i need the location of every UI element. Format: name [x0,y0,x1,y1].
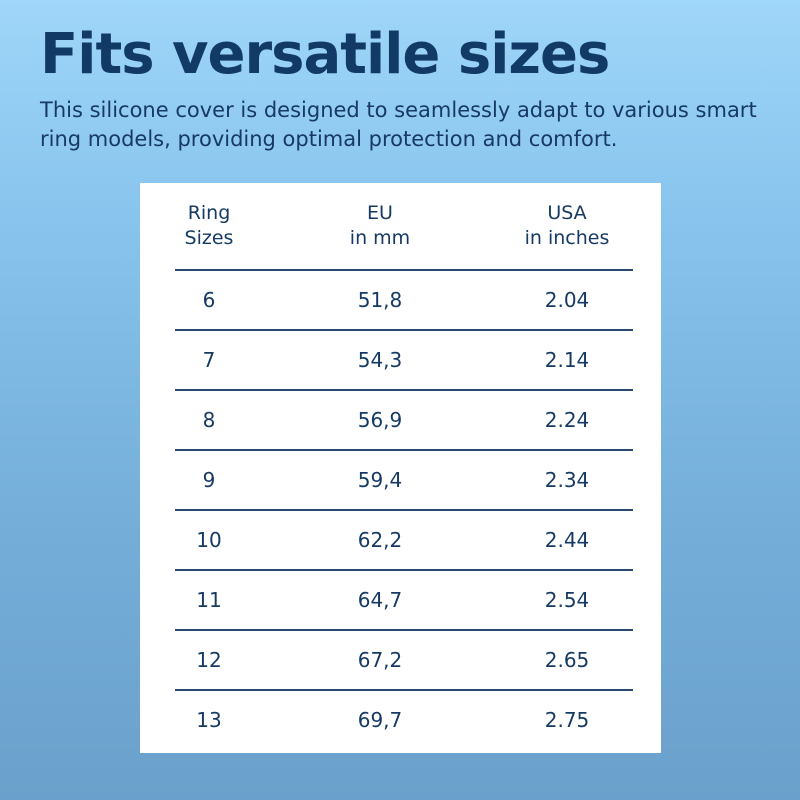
column-header-line: in inches [524,227,610,249]
usa-size-cell: 2.65 [544,648,590,672]
ring-size-cell: 7 [202,348,216,372]
column-header-eu: EU in mm [325,201,435,251]
eu-size-cell: 67,2 [357,648,403,672]
column-header-line: Ring [187,202,231,224]
table-row: 13 69,7 2.75 [175,691,633,751]
ring-size-cell: 12 [196,648,222,672]
column-header-ring-sizes: Ring Sizes [175,201,243,251]
ring-size-cell: 6 [202,288,216,312]
page-subtitle: This silicone cover is designed to seaml… [40,98,757,151]
ring-size-cell: 8 [202,408,216,432]
table-header: Ring Sizes EU in mm USA in inches [175,201,633,271]
ring-size-cell: 13 [196,708,222,732]
ring-size-cell: 9 [202,468,216,492]
usa-size-cell: 2.34 [544,468,590,492]
table-row: 10 62,2 2.44 [175,511,633,571]
usa-size-cell: 2.75 [544,708,590,732]
eu-size-cell: 51,8 [357,288,403,312]
eu-size-cell: 62,2 [357,528,403,552]
column-header-line: Sizes [184,227,234,249]
column-header-line: in mm [349,227,411,249]
table-row: 12 67,2 2.65 [175,631,633,691]
size-table-card: Ring Sizes EU in mm USA in inches 6 51,8… [140,183,661,753]
table-body: 6 51,8 2.04 7 54,3 2.14 8 56,9 2.24 9 59… [175,271,633,751]
column-header-line: EU [367,202,393,224]
page-title: Fits versatile sizes [40,22,610,87]
eu-size-cell: 69,7 [357,708,403,732]
usa-size-cell: 2.04 [544,288,590,312]
eu-size-cell: 54,3 [357,348,403,372]
table-row: 8 56,9 2.24 [175,391,633,451]
column-header-usa: USA in inches [493,201,641,251]
ring-size-cell: 10 [196,528,222,552]
eu-size-cell: 56,9 [357,408,403,432]
table-row: 9 59,4 2.34 [175,451,633,511]
ring-size-cell: 11 [196,588,222,612]
usa-size-cell: 2.44 [544,528,590,552]
table-row: 11 64,7 2.54 [175,571,633,631]
column-header-line: USA [547,202,587,224]
usa-size-cell: 2.24 [544,408,590,432]
usa-size-cell: 2.14 [544,348,590,372]
table-row: 7 54,3 2.14 [175,331,633,391]
eu-size-cell: 64,7 [357,588,403,612]
table-row: 6 51,8 2.04 [175,271,633,331]
eu-size-cell: 59,4 [357,468,403,492]
usa-size-cell: 2.54 [544,588,590,612]
